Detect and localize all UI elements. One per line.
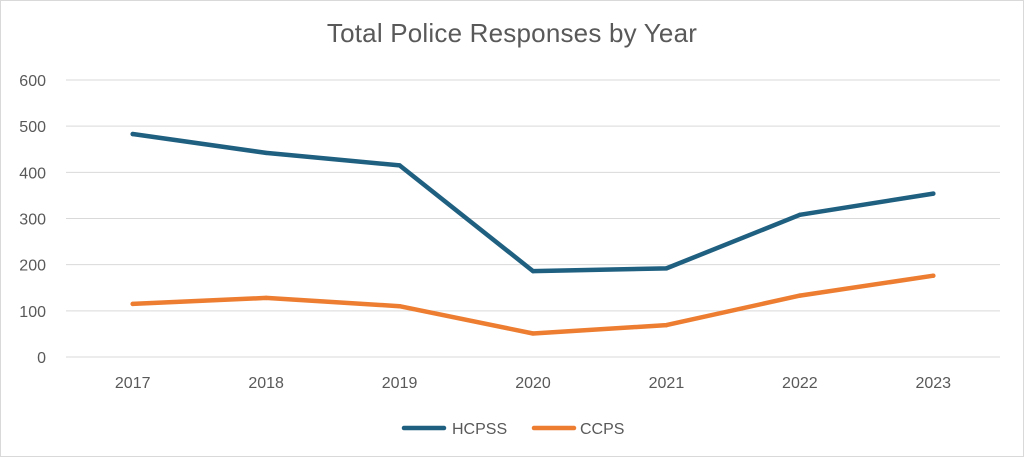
- data-point-hcpss: [263, 150, 269, 156]
- y-tick-label: 600: [19, 73, 46, 90]
- series-line-hcpss: [130, 131, 936, 274]
- data-point-ccps: [931, 273, 936, 278]
- y-tick-label: 0: [37, 350, 46, 367]
- data-point-hcpss: [130, 131, 135, 137]
- data-point-ccps: [397, 304, 402, 309]
- x-tick-label: 2020: [515, 375, 551, 392]
- data-point-hcpss: [530, 268, 536, 274]
- x-tick-label: 2018: [248, 375, 284, 392]
- data-point-hcpss: [664, 266, 669, 271]
- x-tick-label: 2023: [915, 375, 951, 392]
- y-tick-label: 500: [19, 119, 46, 136]
- data-point-ccps: [664, 322, 669, 328]
- x-tick-label: 2021: [649, 375, 685, 392]
- series-lines: [130, 131, 936, 336]
- data-point-ccps: [797, 293, 803, 298]
- series-line-ccps: [130, 273, 936, 336]
- y-tick-label: 200: [19, 258, 46, 275]
- data-point-ccps: [530, 331, 536, 336]
- legend-label-ccps: CCPS: [580, 421, 624, 438]
- data-point-hcpss: [397, 163, 402, 168]
- gridlines: [66, 79, 1000, 358]
- x-tick-label: 2019: [382, 375, 418, 392]
- data-point-hcpss: [797, 212, 803, 218]
- y-axis-ticks: 0 100 200 300 400 500 600: [19, 73, 46, 367]
- data-point-ccps: [263, 295, 269, 301]
- y-tick-label: 300: [19, 212, 46, 229]
- y-tick-label: 400: [19, 165, 46, 182]
- x-tick-label: 2022: [782, 375, 818, 392]
- data-point-hcpss: [931, 191, 936, 196]
- chart-title: Total Police Responses by Year: [326, 18, 698, 48]
- y-tick-label: 100: [19, 304, 46, 321]
- data-point-ccps: [130, 301, 135, 307]
- legend: HCPSS CCPS: [401, 421, 624, 438]
- x-tick-label: 2017: [115, 375, 151, 392]
- legend-label-hcpss: HCPSS: [452, 421, 507, 438]
- x-axis-ticks: 2017 2018 2019 2020 2021 2022 2023: [115, 375, 951, 392]
